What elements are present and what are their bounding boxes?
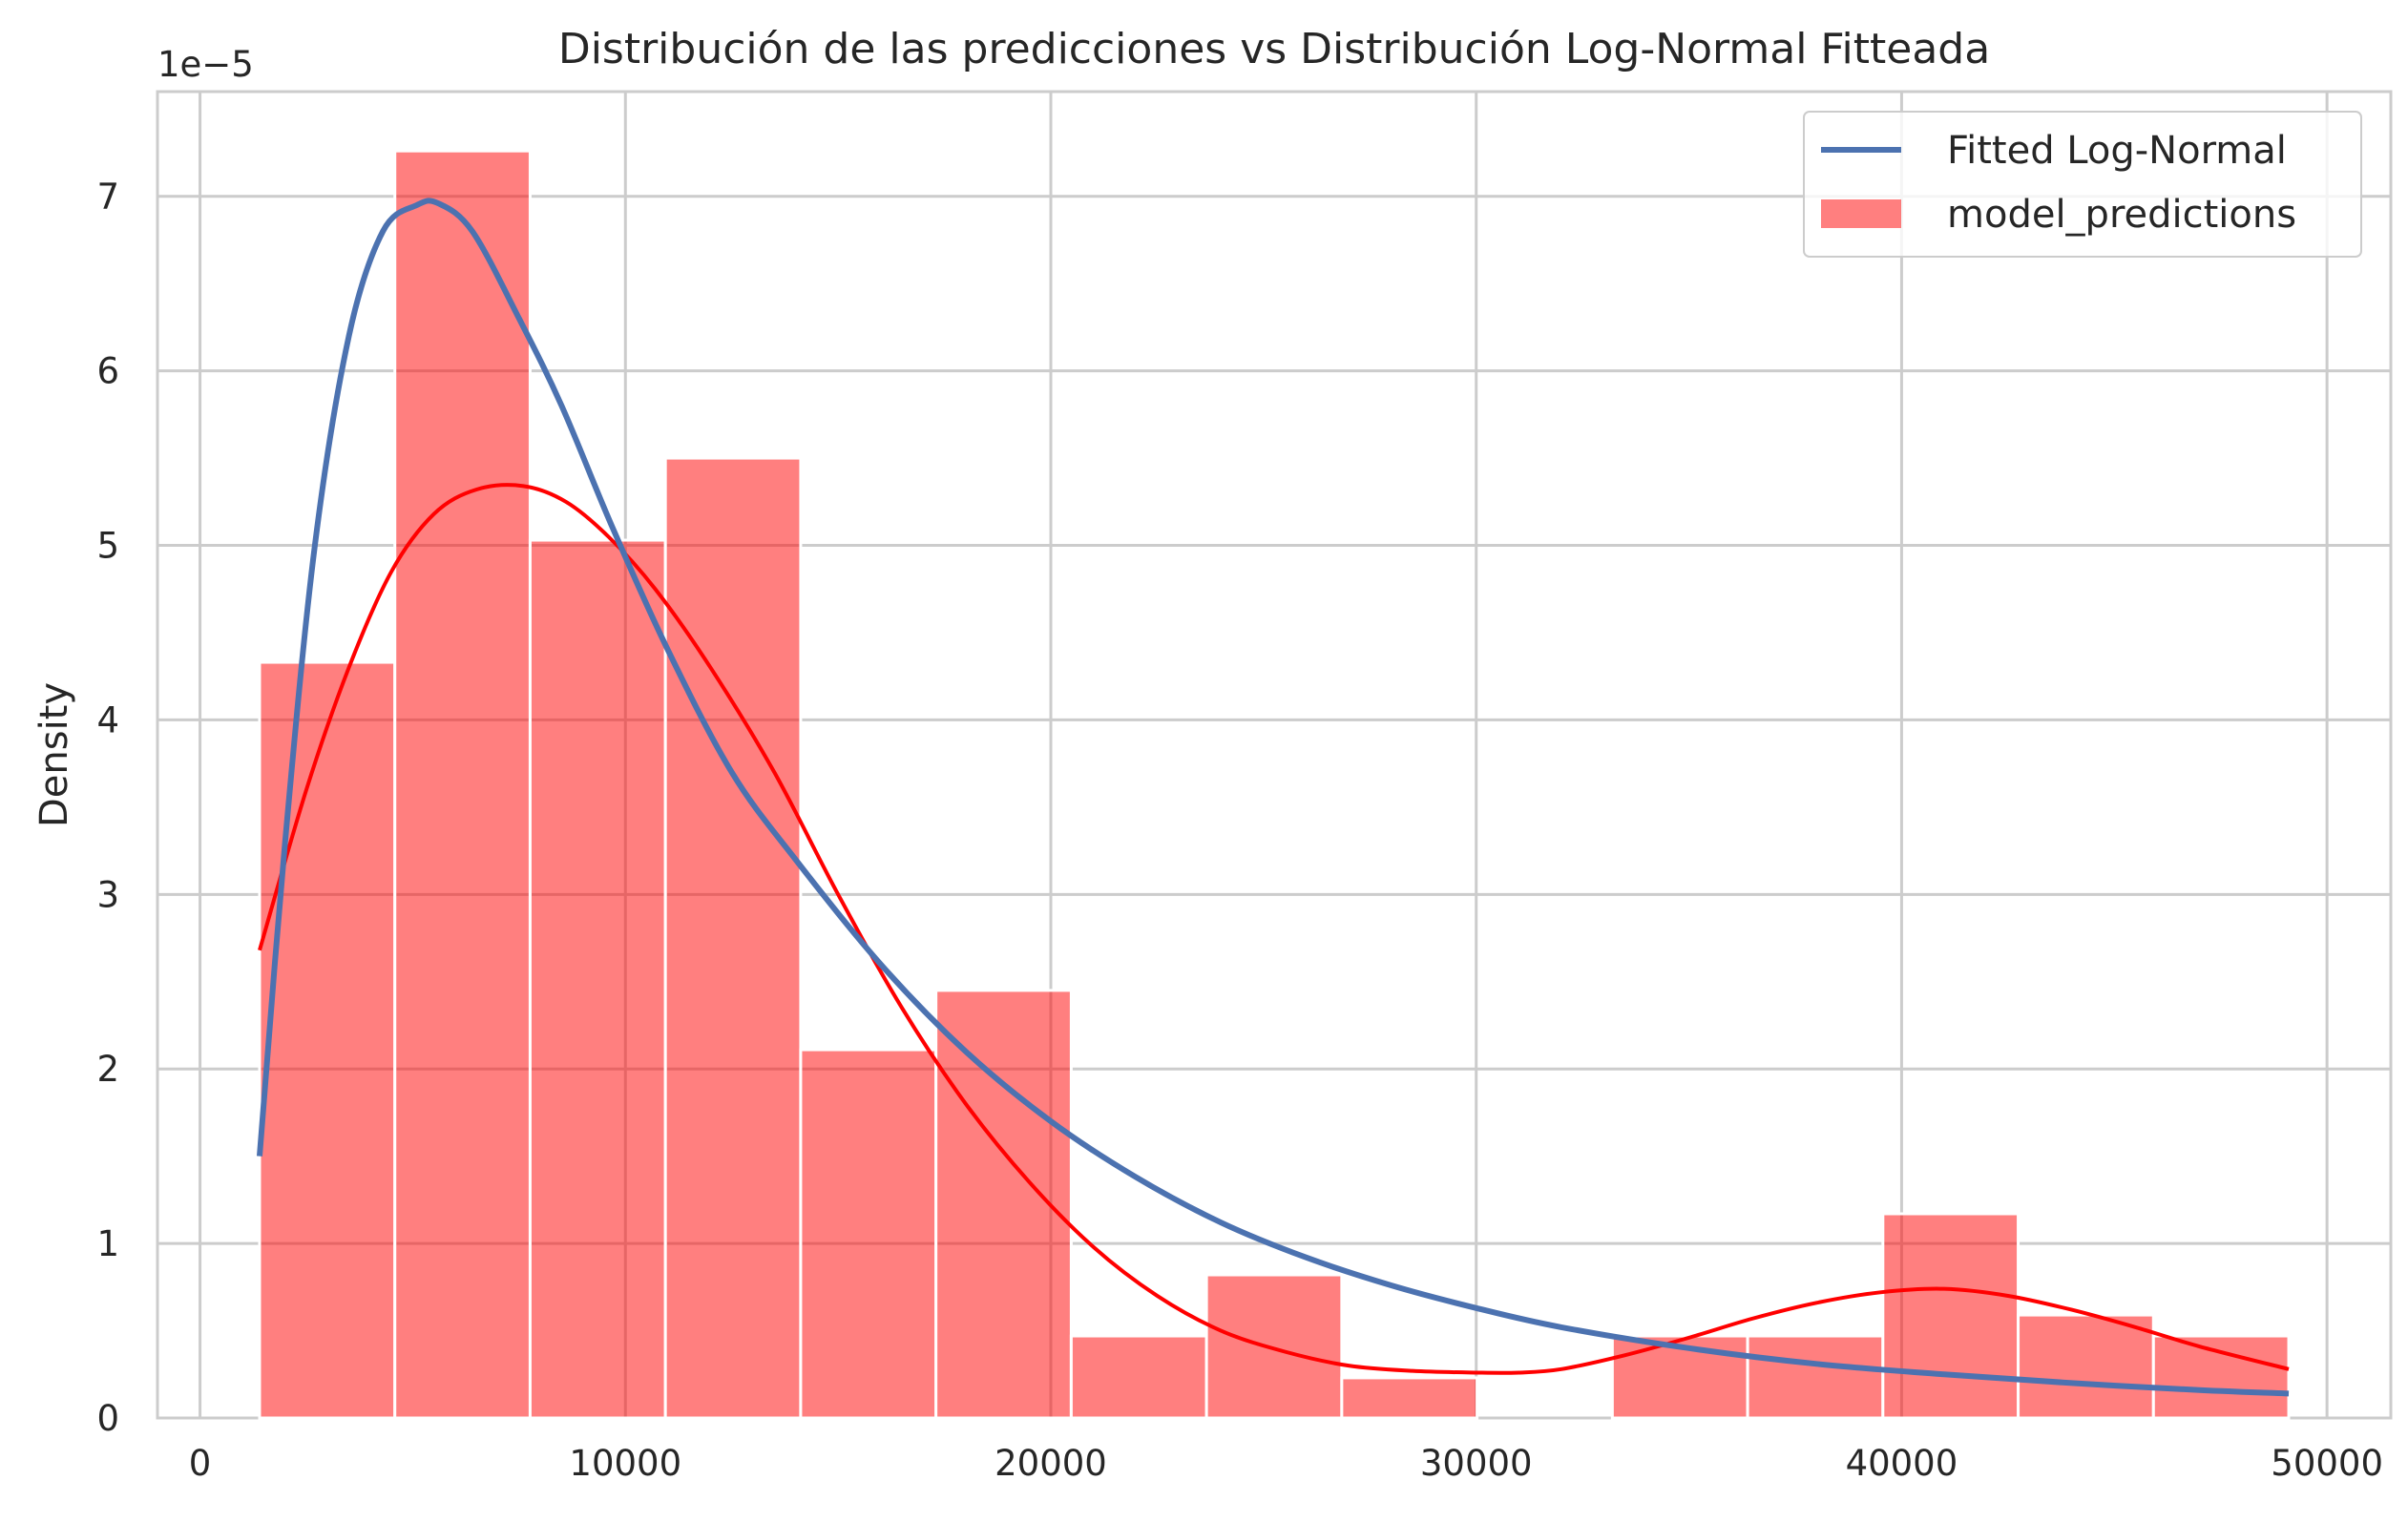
y-tick-label: 0 (96, 1398, 119, 1439)
histogram-bar (528, 538, 667, 1420)
y-tick-label: 2 (96, 1049, 119, 1090)
y-axis-ticks: 0 1 2 3 4 5 6 7 (96, 177, 119, 1439)
y-tick-label: 7 (96, 177, 119, 218)
kde-line (258, 483, 2290, 1375)
histogram-bar (663, 456, 803, 1420)
y-tick-label: 1 (96, 1223, 119, 1264)
x-tick-label: 40000 (1846, 1443, 1958, 1484)
legend-entry-fitted: Fitted Log-Normal (1947, 129, 2287, 173)
histogram-bar (393, 149, 532, 1420)
histogram-bar (1881, 1212, 2021, 1420)
legend-entry-predictions: model_predictions (1947, 193, 2296, 237)
fitted-lognormal-line (256, 198, 2290, 1397)
histogram-bar (799, 1048, 938, 1420)
x-axis-ticks: 0 10000 20000 30000 40000 50000 (189, 1443, 2383, 1484)
x-tick-label: 30000 (1420, 1443, 1533, 1484)
histogram-bar (2017, 1313, 2155, 1420)
legend-box (1803, 111, 2362, 258)
x-tick-label: 0 (189, 1443, 212, 1484)
histogram-bar (1204, 1273, 1344, 1420)
histogram-bar (1069, 1334, 1208, 1420)
histogram-bars (258, 149, 2291, 1420)
histogram-bar (1340, 1376, 1479, 1420)
y-tick-label: 6 (96, 351, 119, 392)
y-tick-label: 5 (96, 526, 119, 567)
y-tick-label: 4 (96, 699, 119, 740)
x-tick-label: 50000 (2271, 1443, 2383, 1484)
x-tick-label: 20000 (995, 1443, 1107, 1484)
x-tick-label: 10000 (569, 1443, 681, 1484)
y-offset-label: 1e−5 (157, 44, 254, 85)
histogram-bar (2151, 1334, 2291, 1420)
legend: Fitted Log-Normal model_predictions (1803, 111, 2362, 258)
series-lines (256, 198, 2290, 1397)
histogram-bar (1746, 1334, 1885, 1420)
histogram-bar (258, 660, 397, 1420)
y-tick-label: 3 (96, 874, 119, 915)
y-axis-label: Density (32, 682, 76, 827)
legend-patch-swatch (1821, 199, 1901, 228)
chart-title: Distribución de las predicciones vs Dist… (558, 25, 1990, 73)
